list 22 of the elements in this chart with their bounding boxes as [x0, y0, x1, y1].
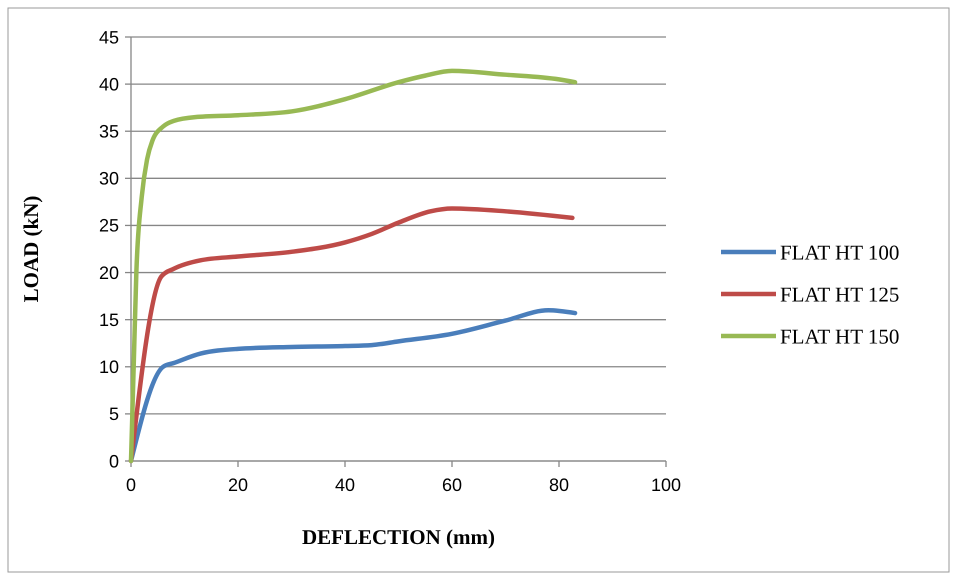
y-tick-label: 30 — [98, 168, 119, 189]
y-tick-label: 10 — [98, 357, 119, 378]
y-tick-label: 35 — [98, 122, 119, 142]
legend-label: FLAT HT 150 — [780, 324, 900, 348]
x-tick-label: 20 — [228, 475, 248, 495]
line-series — [128, 68, 578, 464]
y-tick-label: 15 — [98, 310, 119, 330]
x-axis-title: DEFLECTION (mm) — [302, 525, 496, 549]
x-tick-label: 80 — [548, 475, 570, 495]
y-tick-label: 0 — [108, 451, 119, 472]
legend-label: FLAT HT 100 — [780, 240, 900, 264]
y-axis-title: LOAD (kN) — [19, 196, 43, 302]
y-tick-label: 45 — [98, 27, 119, 48]
y-tick-label: 40 — [98, 74, 119, 94]
x-tick-label: 100 — [650, 475, 682, 495]
x-tick-label: 0 — [126, 475, 136, 495]
x-tick-label: 60 — [442, 475, 462, 495]
y-tick-label: 25 — [98, 216, 119, 236]
y-tick-label: 5 — [108, 404, 119, 424]
y-tick-label: 20 — [98, 262, 119, 283]
legend-label: FLAT HT 125 — [780, 282, 900, 306]
x-tick-label: 40 — [334, 475, 356, 495]
